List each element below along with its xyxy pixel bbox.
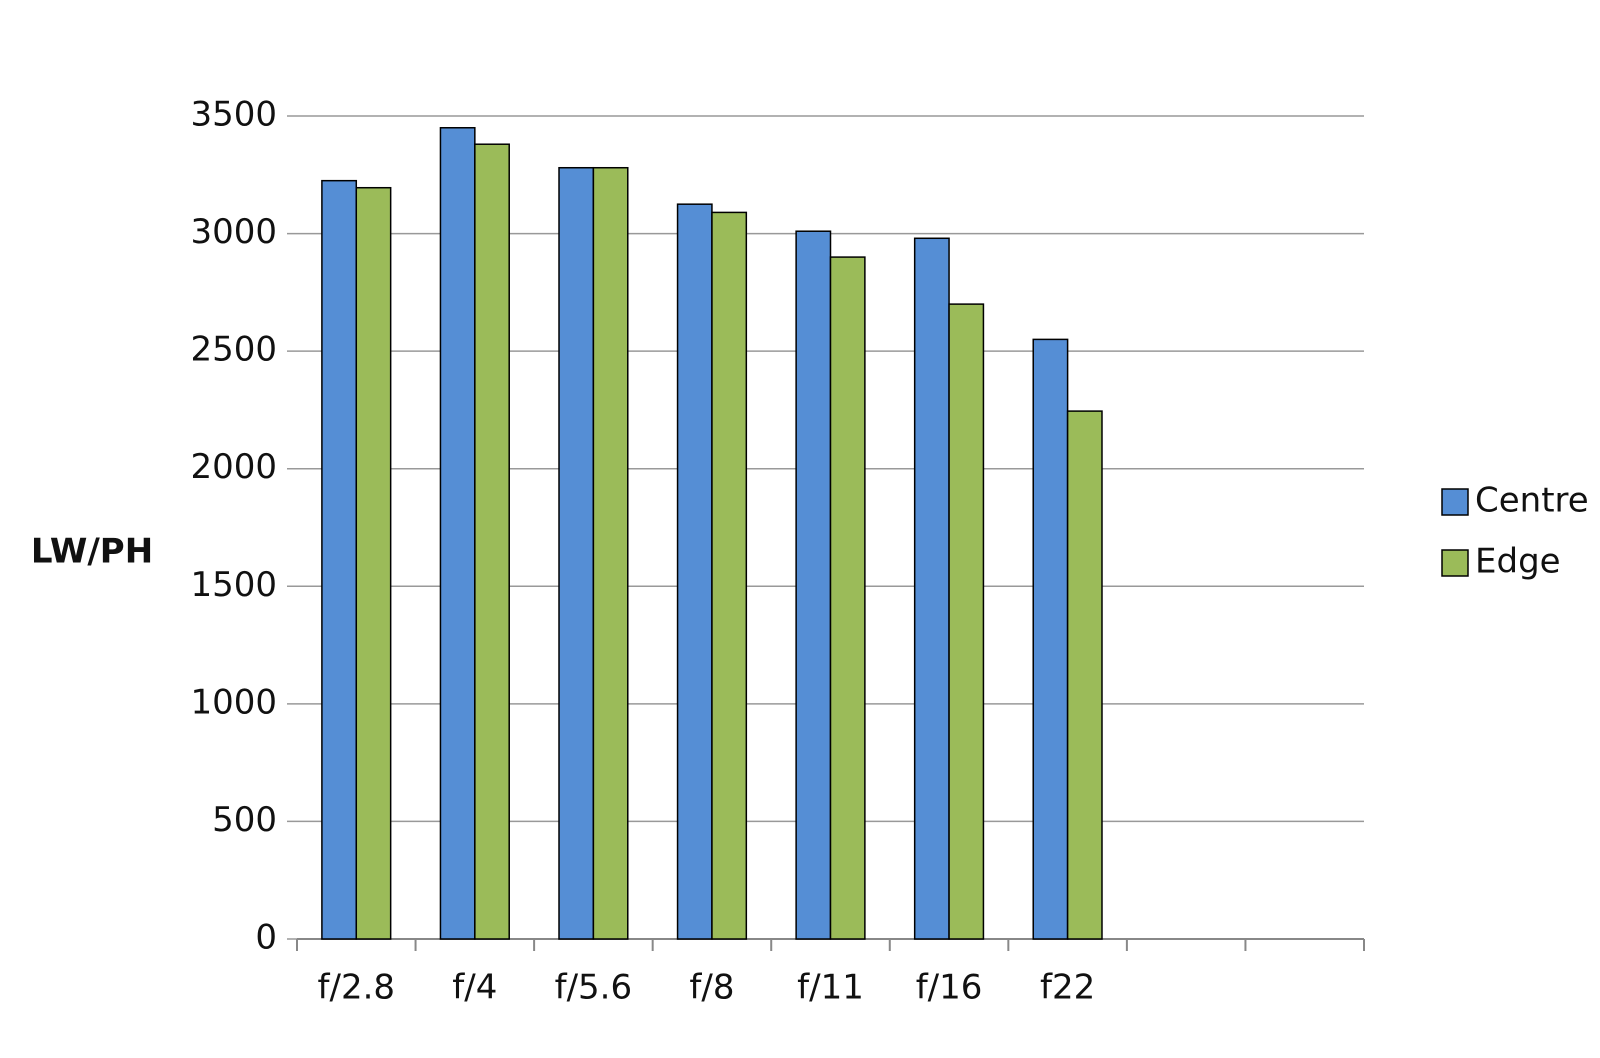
x-tick-label: f/11 — [797, 968, 864, 1008]
bar — [913, 237, 950, 940]
y-axis-label: LW/PH — [31, 532, 153, 572]
bar — [795, 230, 832, 940]
bar — [355, 186, 392, 940]
bar — [474, 143, 510, 940]
y-tick-label: 1500 — [190, 565, 277, 605]
bar — [1032, 338, 1069, 940]
bar — [948, 303, 985, 940]
legend-label: Edge — [1475, 542, 1561, 582]
bar — [1066, 410, 1103, 940]
x-tick-label: f/5.6 — [555, 968, 633, 1008]
y-tick-label: 1000 — [190, 682, 277, 722]
y-tick-label: 3500 — [190, 95, 277, 135]
y-tick-label: 3000 — [190, 212, 277, 252]
bar — [592, 166, 629, 940]
x-tick-label: f/2.8 — [318, 968, 396, 1008]
x-tick-label: f22 — [1040, 968, 1095, 1008]
legend-label: Centre — [1475, 481, 1589, 521]
bar — [321, 179, 358, 940]
y-tick-label: 0 — [255, 918, 277, 958]
x-tick-label: f/16 — [916, 968, 983, 1008]
y-tick-label: 500 — [212, 800, 277, 840]
bar — [439, 127, 476, 940]
legend-swatch — [1441, 488, 1469, 516]
x-tick-label: f/8 — [689, 968, 734, 1008]
bar — [676, 203, 713, 940]
bar — [829, 256, 866, 940]
bar — [558, 166, 595, 940]
y-tick-label: 2500 — [190, 330, 277, 370]
y-tick-label: 2000 — [190, 447, 277, 487]
bar — [711, 211, 748, 940]
x-tick-label: f/4 — [452, 968, 497, 1008]
legend-swatch — [1441, 549, 1469, 577]
